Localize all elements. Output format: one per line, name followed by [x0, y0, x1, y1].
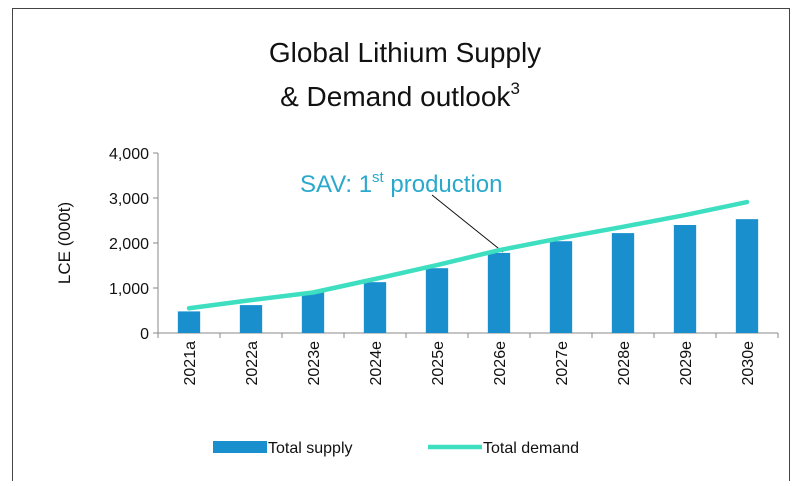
- x-tick-label: 2024e: [368, 341, 385, 386]
- chart-title: Global Lithium Supply: [269, 37, 541, 68]
- bar: [239, 305, 263, 333]
- bar: [735, 219, 759, 333]
- annotation-superscript: st: [372, 169, 385, 186]
- y-tick-label: 3,000: [109, 191, 149, 208]
- bar: [177, 311, 201, 333]
- bar: [611, 233, 635, 333]
- bar: [363, 282, 387, 333]
- y-tick-label: 0: [140, 326, 149, 343]
- legend-swatch: [213, 441, 267, 453]
- x-tick-label: 2025e: [430, 341, 447, 386]
- bar: [301, 292, 325, 333]
- x-tick-label: 2022a: [244, 341, 261, 386]
- demand-line: [186, 199, 750, 311]
- legend-label: Total supply: [268, 440, 353, 457]
- legend-label: Total demand: [483, 440, 579, 457]
- y-tick-label: 2,000: [109, 236, 149, 253]
- annotation-arrow: [431, 194, 504, 253]
- y-tick-label: 4,000: [109, 146, 149, 163]
- bar: [487, 252, 511, 333]
- x-tick-label: 2029e: [678, 341, 695, 386]
- bar: [549, 241, 573, 333]
- y-tick-label: 1,000: [109, 281, 149, 298]
- title-superscript: 3: [510, 79, 519, 98]
- x-tick-label: 2030e: [740, 341, 757, 386]
- chart-title: & Demand outlook3: [280, 79, 520, 112]
- x-tick-label: 2027e: [554, 341, 571, 386]
- title-line: & Demand outlook: [280, 81, 511, 112]
- x-tick-label: 2021a: [182, 341, 199, 386]
- x-tick-label: 2023e: [306, 341, 323, 386]
- frame: [12, 8, 790, 486]
- annotation-text: SAV: 1: [300, 171, 372, 198]
- bar: [673, 225, 697, 333]
- annotation-text: production: [384, 171, 503, 198]
- bar: [425, 268, 449, 333]
- x-tick-label: 2028e: [616, 341, 633, 386]
- x-tick-label: 2026e: [492, 341, 509, 386]
- annotation: SAV: 1st production: [300, 169, 502, 198]
- y-axis-label: LCE (000t): [55, 202, 74, 284]
